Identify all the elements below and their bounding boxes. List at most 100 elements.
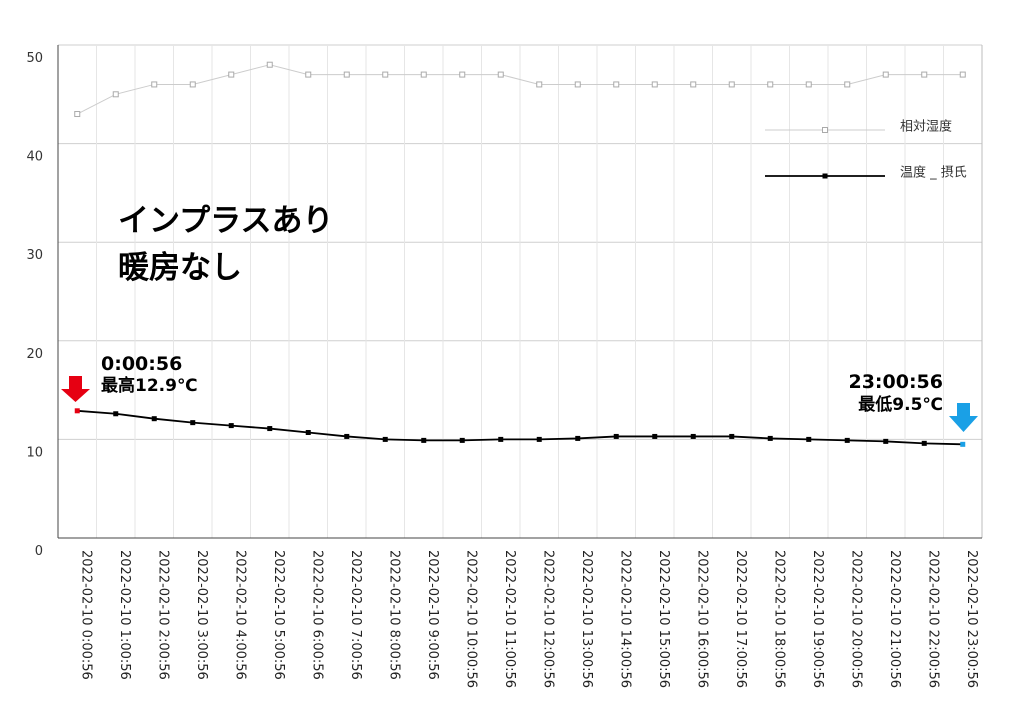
- blue-down-arrow: [949, 403, 978, 432]
- data-point: [382, 436, 388, 442]
- x-tick-label: 2022-02-10 10:00:56: [463, 550, 478, 688]
- title-line-1: インプラスあり: [118, 203, 333, 239]
- data-point: [921, 71, 928, 78]
- annotation-min-label: 最低9.5℃: [858, 394, 943, 415]
- series-line: [77, 409, 963, 446]
- data-point: [536, 81, 543, 88]
- y-tick-label: 10: [26, 445, 43, 460]
- data-point: [883, 438, 889, 444]
- x-tick-label: 2022-02-10 12:00:56: [540, 550, 555, 688]
- data-point: [728, 81, 735, 88]
- x-tick-label: 2022-02-10 21:00:56: [887, 550, 902, 688]
- data-point: [228, 423, 234, 429]
- legend-label: 相対湿度: [900, 119, 952, 135]
- annotation-max-time: 0:00:56: [101, 353, 182, 375]
- x-tick-label: 2022-02-10 0:00:56: [78, 550, 93, 680]
- x-tick-label: 2022-02-10 9:00:56: [425, 550, 440, 680]
- data-point: [382, 71, 389, 78]
- x-tick-label: 2022-02-10 16:00:56: [694, 550, 709, 688]
- series-humidity: [74, 61, 966, 118]
- data-point: [151, 81, 158, 88]
- y-tick-label: 20: [26, 347, 43, 362]
- data-point: [690, 433, 696, 439]
- x-tick-label: 2022-02-10 5:00:56: [271, 550, 286, 680]
- data-point: [151, 416, 157, 422]
- data-point: [959, 71, 966, 78]
- data-point: [497, 71, 504, 78]
- data-point: [767, 81, 774, 88]
- data-point: [575, 435, 581, 441]
- annotation-max-label: 最高12.9℃: [101, 375, 198, 396]
- data-point: [844, 81, 851, 88]
- data-point: [459, 71, 466, 78]
- data-point: [921, 440, 927, 446]
- axes: [57, 45, 982, 539]
- data-point: [74, 408, 80, 414]
- x-tick-label: 2022-02-10 22:00:56: [925, 550, 940, 688]
- data-point: [498, 436, 504, 442]
- annotation-min: 23:00:56 最低9.5℃: [848, 371, 978, 432]
- x-tick-label: 2022-02-10 17:00:56: [733, 550, 748, 688]
- data-point: [729, 433, 735, 439]
- data-point: [651, 81, 658, 88]
- series-temperature: [74, 408, 966, 447]
- legend-label: 温度 _ 摂氏: [900, 165, 967, 181]
- data-point: [690, 81, 697, 88]
- title-line-2: 暖房なし: [118, 250, 242, 286]
- data-point: [844, 437, 850, 443]
- x-tick-label: 2022-02-10 20:00:56: [848, 550, 863, 688]
- x-tick-label: 2022-02-10 4:00:56: [232, 550, 247, 680]
- y-tick-labels: 0 10 20 30 40 50: [26, 51, 43, 559]
- x-tick-label: 2022-02-10 23:00:56: [964, 550, 979, 688]
- y-tick-label: 0: [35, 544, 43, 559]
- chart-title: インプラスあり 暖房なし: [118, 203, 333, 286]
- data-point: [613, 81, 620, 88]
- data-point: [536, 436, 542, 442]
- x-tick-label: 2022-02-10 19:00:56: [810, 550, 825, 688]
- x-tick-label: 2022-02-10 11:00:56: [502, 550, 517, 688]
- data-point: [459, 437, 465, 443]
- data-point: [305, 429, 311, 435]
- annotation-min-time: 23:00:56: [848, 371, 943, 393]
- x-tick-label: 2022-02-10 3:00:56: [194, 550, 209, 680]
- x-tick-label: 2022-02-10 15:00:56: [656, 550, 671, 688]
- y-tick-label: 40: [26, 150, 43, 165]
- data-point: [806, 436, 812, 442]
- data-point: [228, 71, 235, 78]
- x-tick-label: 2022-02-10 7:00:56: [348, 550, 363, 680]
- data-point: [190, 420, 196, 426]
- x-tick-label: 2022-02-10 1:00:56: [117, 550, 132, 680]
- data-point: [113, 411, 119, 417]
- data-point: [421, 437, 427, 443]
- data-point: [574, 81, 581, 88]
- data-point: [805, 81, 812, 88]
- legend-marker: [822, 173, 828, 179]
- series-group: [74, 61, 966, 447]
- y-tick-label: 30: [26, 248, 43, 263]
- legend-marker: [822, 127, 828, 133]
- data-point: [267, 426, 273, 432]
- x-tick-labels: 2022-02-10 0:00:56 2022-02-10 1:00:56 2022…: [78, 550, 979, 688]
- annotation-max: 0:00:56 最高12.9℃: [61, 353, 198, 402]
- data-point: [882, 71, 889, 78]
- grid-lines: [57, 44, 983, 538]
- y-tick-label: 50: [26, 51, 43, 66]
- data-point: [767, 435, 773, 441]
- data-point: [189, 81, 196, 88]
- series-line: [77, 64, 963, 115]
- data-point: [420, 71, 427, 78]
- x-tick-label: 2022-02-10 18:00:56: [771, 550, 786, 688]
- data-point: [960, 441, 966, 447]
- x-tick-label: 2022-02-10 13:00:56: [579, 550, 594, 688]
- red-down-arrow: [61, 376, 90, 402]
- x-tick-label: 2022-02-10 14:00:56: [617, 550, 632, 688]
- data-point: [305, 71, 312, 78]
- x-tick-label: 2022-02-10 2:00:56: [155, 550, 170, 680]
- data-point: [74, 111, 81, 118]
- data-point: [344, 433, 350, 439]
- data-point: [343, 71, 350, 78]
- x-tick-label: 2022-02-10 8:00:56: [386, 550, 401, 680]
- x-tick-label: 2022-02-10 6:00:56: [309, 550, 324, 680]
